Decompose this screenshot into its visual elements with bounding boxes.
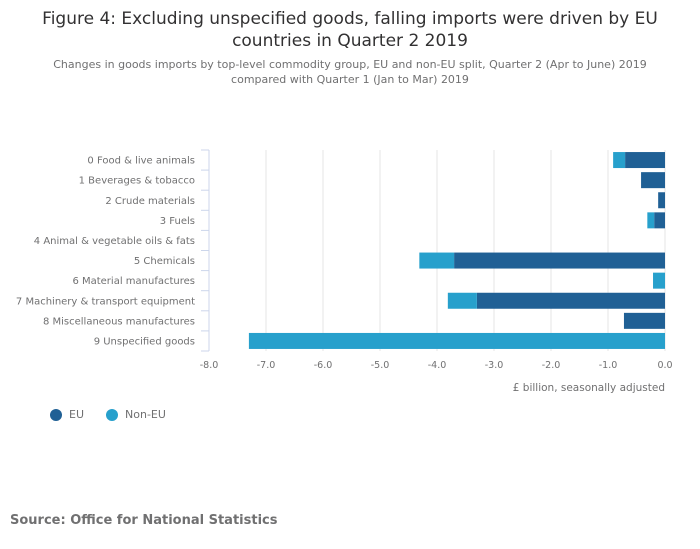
bar-eu[interactable]	[625, 152, 665, 169]
bar-eu[interactable]	[476, 292, 665, 309]
x-tick-label: -3.0	[485, 360, 504, 371]
category-label: 6 Material manufactures	[72, 276, 195, 287]
legend: EU Non-EU	[50, 408, 188, 421]
chart-subtitle: Changes in goods imports by top-level co…	[0, 57, 700, 87]
category-label: 8 Miscellaneous manufactures	[43, 316, 195, 327]
y-axis: 0 Food & live animals 1 Beverages & tobac…	[16, 149, 210, 352]
legend-label-eu: EU	[69, 408, 85, 421]
x-tick-label: -8.0	[200, 360, 219, 371]
bars	[248, 152, 665, 349]
x-tick-label: -2.0	[542, 360, 561, 371]
bar-eu[interactable]	[623, 312, 665, 329]
bar-non-eu[interactable]	[647, 212, 655, 229]
bar-eu[interactable]	[654, 212, 665, 229]
category-label: 3 Fuels	[160, 216, 195, 227]
legend-item-non-eu[interactable]: Non-EU	[106, 408, 166, 421]
category-label: 4 Animal & vegetable oils & fats	[34, 236, 195, 247]
x-tick-label: -1.0	[599, 360, 618, 371]
chart-subtitle-line1: Changes in goods imports by top-level co…	[53, 58, 647, 71]
x-tick-label: -4.0	[428, 360, 447, 371]
category-label: 2 Crude materials	[105, 196, 195, 207]
x-axis-title: £ billion, seasonally adjusted	[513, 382, 665, 394]
legend-marker-eu	[50, 408, 62, 421]
legend-marker-non-eu	[106, 408, 119, 421]
bar-non-eu[interactable]	[613, 152, 626, 169]
bar-eu[interactable]	[641, 172, 665, 189]
chart-title: Figure 4: Excluding unspecified goods, f…	[0, 8, 700, 52]
gridlines	[208, 150, 666, 351]
bar-eu[interactable]	[658, 192, 665, 209]
x-tick-label: -6.0	[314, 360, 333, 371]
category-label: 9 Unspecified goods	[94, 336, 195, 347]
bar-non-eu[interactable]	[248, 332, 665, 349]
legend-item-eu[interactable]: EU	[50, 408, 84, 421]
bar-non-eu[interactable]	[653, 272, 665, 289]
bar-eu[interactable]	[454, 252, 665, 269]
chart-title-line2: countries in Quarter 2 2019	[232, 31, 468, 51]
source-note: Source: Office for National Statistics	[10, 513, 278, 528]
category-label: 0 Food & live animals	[87, 156, 195, 167]
x-tick-label: 0.0	[657, 360, 672, 371]
bar-non-eu[interactable]	[447, 292, 477, 309]
legend-label-non-eu: Non-EU	[125, 408, 166, 421]
category-label: 5 Chemicals	[134, 256, 195, 267]
category-label: 7 Machinery & transport equipment	[16, 296, 195, 307]
x-tick-label: -5.0	[371, 360, 390, 371]
x-axis: -8.0 -7.0 -6.0 -5.0 -4.0 -3.0 -2.0 -1.0 0.0	[200, 360, 673, 371]
category-label: 1 Beverages & tobacco	[79, 176, 195, 187]
chart-title-line1: Figure 4: Excluding unspecified goods, f…	[42, 9, 658, 29]
bar-non-eu[interactable]	[419, 252, 455, 269]
x-tick-label: -7.0	[257, 360, 276, 371]
chart-subtitle-line2: compared with Quarter 1 (Jan to Mar) 201…	[231, 73, 469, 86]
